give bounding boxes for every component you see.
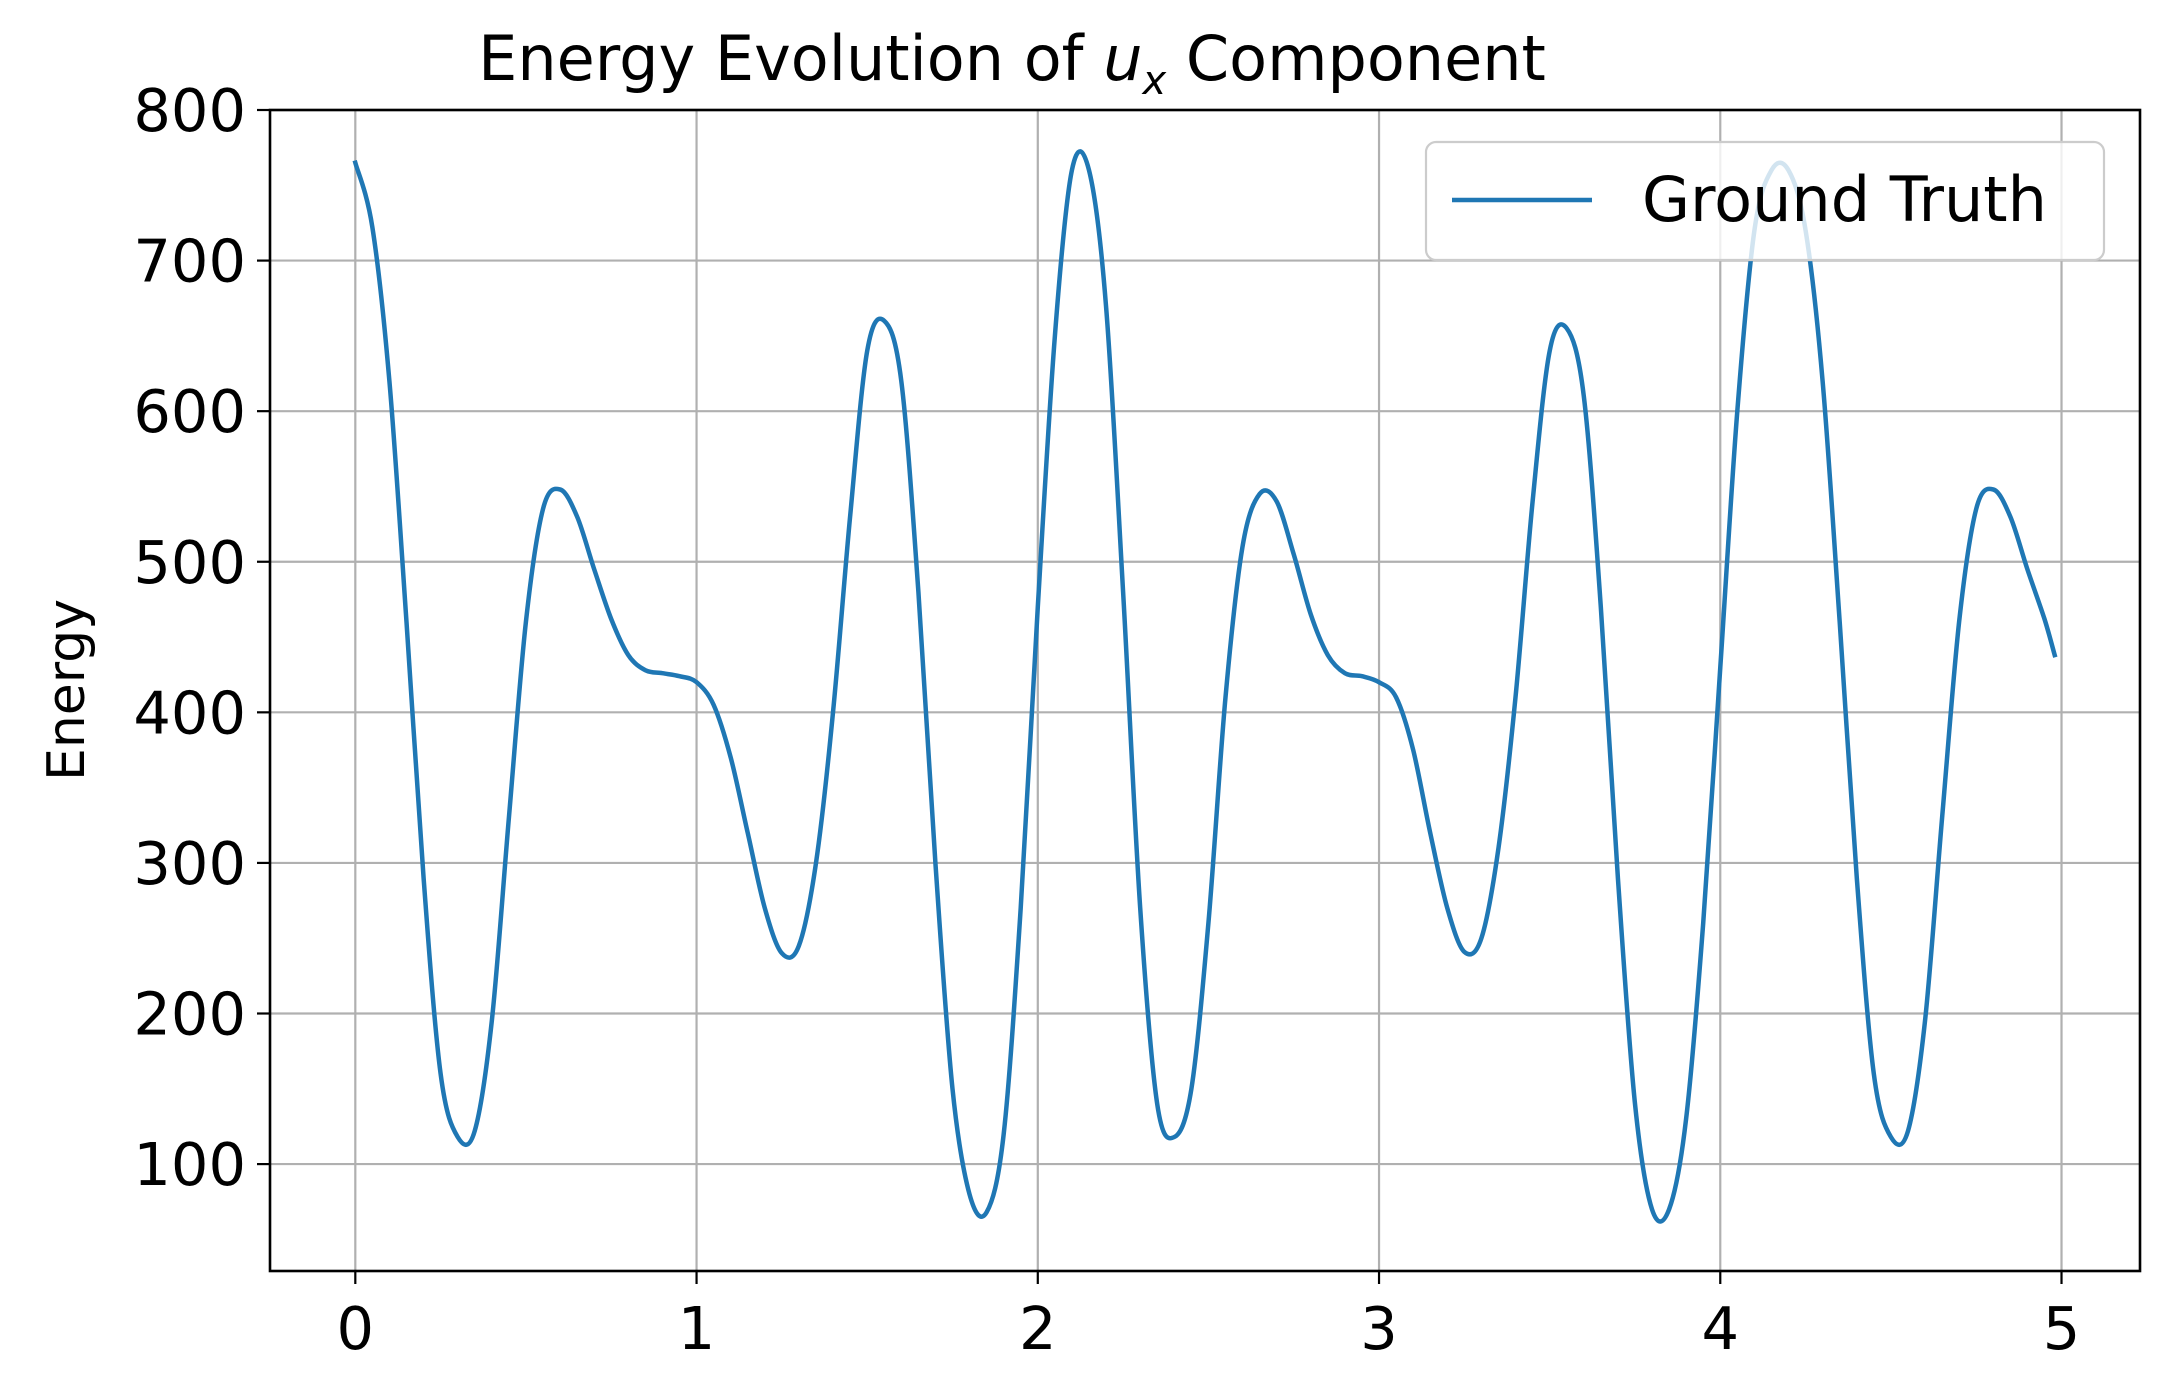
chart-title: Energy Evolution of ux Component bbox=[478, 22, 1546, 104]
x-tick-label: 1 bbox=[678, 1294, 716, 1363]
title-suffix: Component bbox=[1166, 22, 1546, 95]
y-tick-label: 500 bbox=[133, 528, 246, 597]
title-subscript: x bbox=[1140, 58, 1166, 104]
y-tick-label: 100 bbox=[133, 1130, 246, 1199]
x-tick-label: 0 bbox=[337, 1294, 375, 1363]
title-variable: u bbox=[1103, 22, 1142, 95]
x-tick-label: 5 bbox=[2043, 1294, 2081, 1363]
legend: Ground Truth bbox=[1424, 140, 2106, 262]
y-tick-label: 800 bbox=[133, 76, 246, 145]
legend-entry-ground-truth: Ground Truth bbox=[1642, 163, 2047, 236]
y-tick-label: 300 bbox=[133, 829, 246, 898]
y-tick-label: 600 bbox=[133, 377, 246, 446]
y-axis-label: Energy bbox=[37, 599, 97, 781]
x-axis-ticks: 0 1 2 3 4 5 bbox=[337, 1271, 2081, 1363]
legend-box bbox=[1424, 140, 2106, 262]
y-tick-label: 700 bbox=[133, 227, 246, 296]
y-tick-label: 200 bbox=[133, 980, 246, 1049]
y-axis-ticks: 100 200 300 400 500 600 700 800 bbox=[133, 76, 270, 1199]
plot-area-frame bbox=[268, 108, 2142, 1273]
x-tick-label: 4 bbox=[1702, 1294, 1740, 1363]
y-tick-label: 400 bbox=[133, 678, 246, 747]
x-tick-label: 2 bbox=[1019, 1294, 1057, 1363]
x-tick-label: 3 bbox=[1360, 1294, 1398, 1363]
